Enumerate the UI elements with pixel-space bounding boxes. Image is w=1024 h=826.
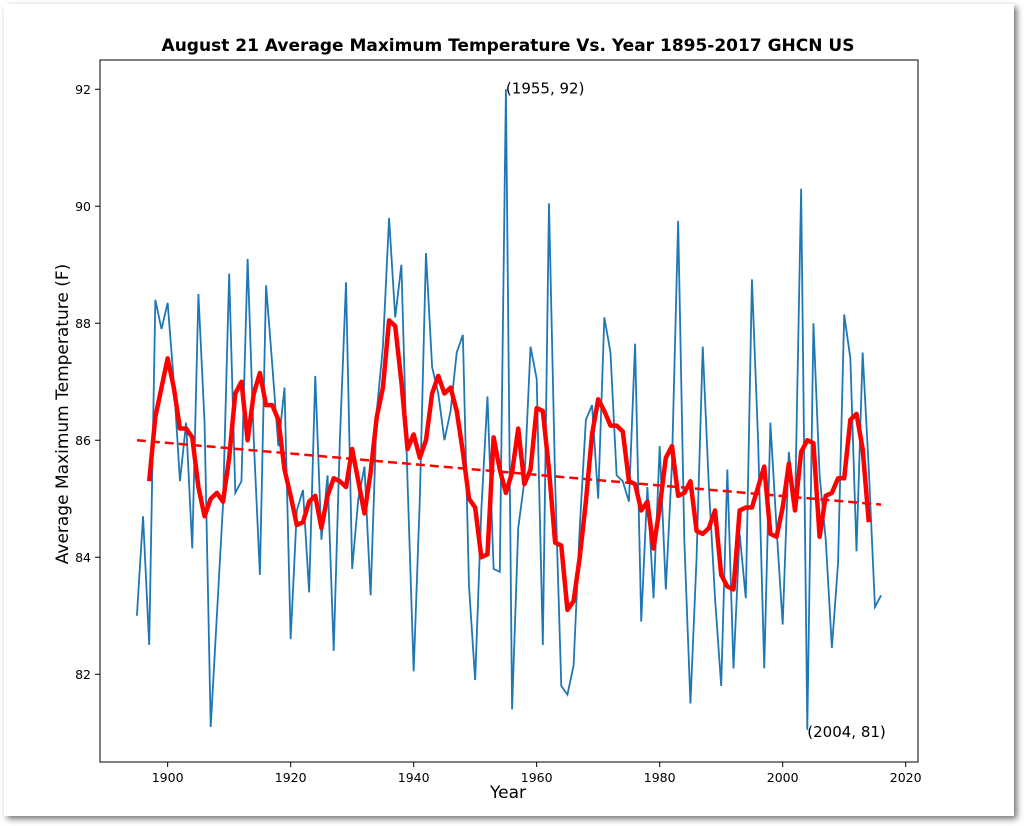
chart-title: August 21 Average Maximum Temperature Vs… <box>162 36 855 56</box>
x-tick-label: 1960 <box>521 770 553 785</box>
annotation-label: (1955, 92) <box>506 79 585 97</box>
series-group <box>136 89 882 730</box>
series-annual-line <box>136 89 882 730</box>
plot-area <box>136 89 882 730</box>
chart-frame: August 21 Average Maximum Temperature Vs… <box>4 4 1014 816</box>
x-tick-label: 2000 <box>767 770 799 785</box>
x-tick-label: 1900 <box>152 770 184 785</box>
y-tick-label: 92 <box>75 82 91 97</box>
annotations: (1955, 92) (2004, 81) <box>506 79 886 741</box>
y-tick-label: 86 <box>75 433 91 448</box>
y-tick-label: 88 <box>75 316 91 331</box>
series-smoothed-line <box>146 318 872 613</box>
x-axis-label: Year <box>489 783 526 803</box>
y-tick-label: 84 <box>75 550 91 565</box>
x-tick-label: 2020 <box>890 770 922 785</box>
axes: 1900 1920 1940 1960 1980 2000 2020 82 84 86 88 90 92 <box>75 59 922 785</box>
trend-line <box>136 439 882 506</box>
x-tick-label: 1940 <box>398 770 430 785</box>
plot-border <box>99 59 919 763</box>
annotation-label: (2004, 81) <box>807 723 886 741</box>
x-tick-label: 1920 <box>275 770 307 785</box>
y-axis-label: Average Maximum Temperature (F) <box>53 264 73 565</box>
y-tick-label: 90 <box>75 199 91 214</box>
x-tick-label: 1980 <box>644 770 676 785</box>
y-tick-label: 82 <box>75 667 91 682</box>
chart-canvas: August 21 Average Maximum Temperature Vs… <box>53 36 922 803</box>
